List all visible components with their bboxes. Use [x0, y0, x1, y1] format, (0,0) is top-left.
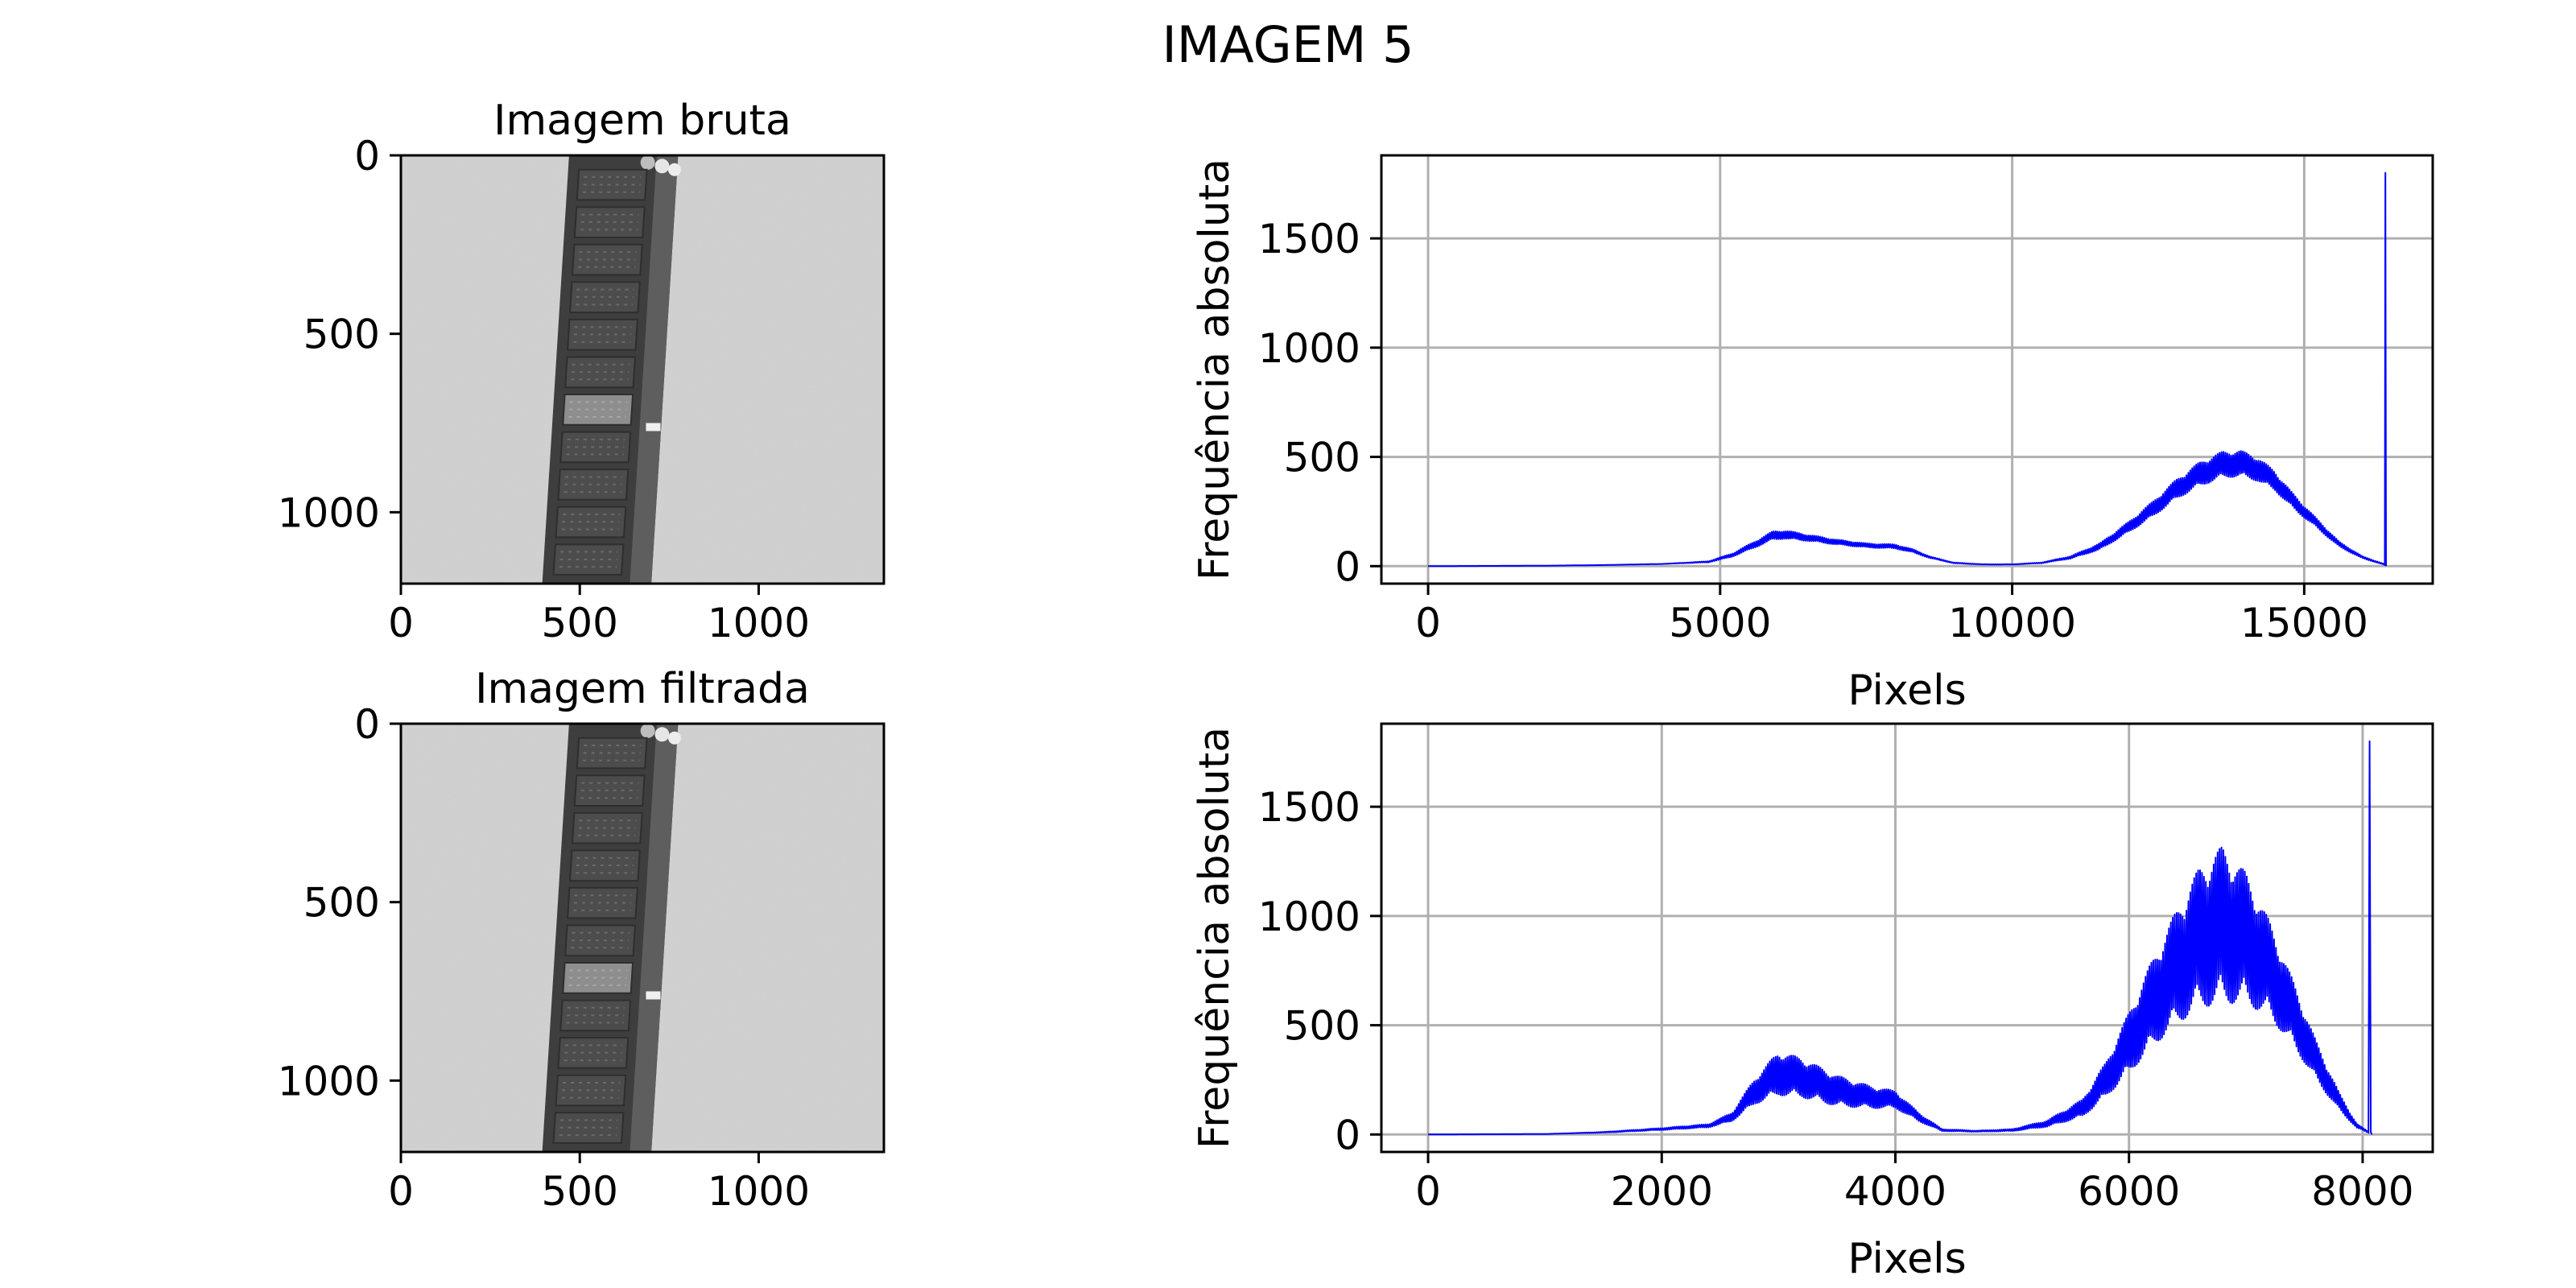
y-tick-label: 500 — [303, 312, 380, 358]
strip-edge-band — [630, 724, 679, 1152]
y-tick-label: 0 — [354, 701, 380, 748]
y-axis-label: Frequência absoluta — [1191, 159, 1239, 580]
strip-edge-band — [630, 155, 679, 584]
y-tick-label: 1000 — [1258, 894, 1360, 940]
figure-title: IMAGEM 5 — [1162, 15, 1414, 74]
chip-cell — [562, 394, 634, 426]
subplot-title: Imagem bruta — [493, 97, 791, 145]
strip-hole — [668, 163, 681, 176]
x-tick-label: 1000 — [708, 1168, 810, 1215]
chip-cell — [557, 469, 630, 501]
chip-cell — [567, 886, 638, 919]
strip-chips — [552, 737, 648, 1144]
strip-hole — [640, 155, 655, 170]
histogram-plot — [1428, 171, 2387, 568]
x-tick-label: 6000 — [2078, 1168, 2180, 1215]
x-tick-label: 500 — [542, 1168, 618, 1215]
chip-cell — [555, 506, 627, 539]
y-tick-label: 0 — [1335, 1112, 1360, 1158]
strip-chips — [552, 168, 648, 576]
y-axis-label: Frequência absoluta — [1191, 727, 1239, 1149]
strip-hole — [654, 727, 670, 742]
x-tick-label: 0 — [1415, 600, 1441, 646]
x-tick-label: 2000 — [1611, 1168, 1713, 1215]
raw-image-panel: Imagem bruta 0 500 1000 0 500 1000 — [278, 97, 886, 646]
histogram-plot — [1428, 740, 2373, 1136]
x-tick-label: 5000 — [1669, 600, 1771, 646]
chip-cell — [576, 737, 648, 770]
histogram-line — [1428, 171, 2387, 568]
xray-image — [401, 155, 884, 584]
y-tick-label: 0 — [354, 133, 380, 180]
x-tick-label: 0 — [1415, 1168, 1441, 1215]
axes-frame — [399, 722, 886, 1154]
axes-frame — [1380, 154, 2434, 585]
strip-marker — [646, 423, 661, 431]
x-tick-label: 1000 — [708, 600, 810, 646]
chip-cell — [571, 811, 643, 844]
chip-cell — [571, 243, 643, 276]
chip-cell — [557, 1037, 630, 1069]
x-tick-label: 15000 — [2240, 600, 2368, 646]
x-tick-label: 4000 — [1844, 1168, 1946, 1215]
y-tick-label: 500 — [1284, 1003, 1360, 1050]
x-tick-label: 500 — [542, 600, 618, 646]
strip-hole — [668, 731, 681, 745]
y-tick-label: 500 — [303, 880, 380, 927]
chip-cell — [567, 318, 638, 351]
filtered-histogram-panel: 0 2000 4000 6000 8000 0 500 1000 1500 Pixels Frequ… — [1191, 722, 2434, 1283]
x-tick-label: 0 — [388, 1168, 414, 1215]
chip-cell — [559, 431, 632, 464]
filtered-image-panel: Imagem filtrada 0 500 1000 0 500 1000 — [278, 665, 886, 1215]
x-axis-label: Pixels — [1847, 1235, 1966, 1283]
y-tick-label: 1500 — [1258, 784, 1360, 831]
chip-cell — [568, 281, 641, 314]
chip-cell — [555, 1074, 627, 1107]
strip-hole — [654, 159, 670, 174]
chip-cell — [562, 962, 634, 994]
chip-cell — [573, 206, 646, 238]
y-tick-label: 1000 — [278, 1058, 380, 1104]
y-tick-label: 1000 — [278, 489, 380, 536]
grid — [1381, 724, 2433, 1152]
x-axis-label: Pixels — [1847, 667, 1966, 715]
chip-cell — [576, 168, 648, 201]
strip-hole — [640, 724, 655, 738]
y-tick-label: 1500 — [1258, 216, 1360, 262]
strip-marker — [646, 991, 661, 1000]
x-tick-label: 10000 — [1948, 600, 2076, 646]
x-tick-label: 0 — [388, 600, 414, 646]
chip-cell — [559, 999, 632, 1032]
axes-frame — [1380, 722, 2434, 1154]
chip-cell — [552, 543, 625, 576]
x-tick-label: 8000 — [2311, 1168, 2413, 1215]
y-tick-label: 500 — [1284, 435, 1360, 481]
raw-histogram-panel: 0 5000 10000 15000 0 500 1000 1500 Pixels Frequên… — [1191, 154, 2434, 715]
chip-cell — [564, 924, 637, 957]
y-tick-label: 1000 — [1258, 325, 1360, 372]
chip-cell — [573, 774, 646, 807]
axes-frame — [399, 154, 886, 585]
xray-image — [401, 724, 884, 1152]
y-tick-label: 0 — [1335, 543, 1360, 590]
chip-cell — [552, 1112, 625, 1144]
subplot-title: Imagem filtrada — [475, 665, 810, 713]
chip-cell — [568, 849, 641, 882]
histogram-line — [1428, 740, 2373, 1136]
chip-cell — [564, 356, 637, 389]
